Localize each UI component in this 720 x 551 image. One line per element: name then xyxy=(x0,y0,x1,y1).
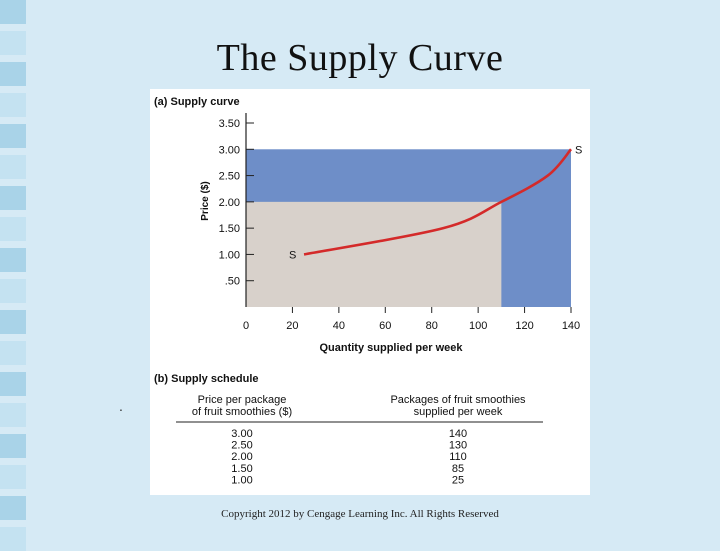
stripe-block xyxy=(0,93,26,117)
stripe-block xyxy=(0,248,26,272)
x-tick-label: 40 xyxy=(333,320,345,332)
schedule-qty-cell: 110 xyxy=(449,451,467,463)
schedule-price-cell: 2.50 xyxy=(231,440,252,452)
x-tick-label: 140 xyxy=(562,320,580,332)
stripe-block xyxy=(0,0,26,24)
schedule-col2-header-line2: supplied per week xyxy=(414,406,503,418)
y-tick-label: 2.00 xyxy=(219,197,240,209)
schedule-qty-cell: 130 xyxy=(449,440,467,452)
schedule-price-cell: 1.50 xyxy=(231,463,252,475)
decorative-stripe xyxy=(0,0,26,540)
schedule-qty-cell: 140 xyxy=(449,428,467,440)
y-tick-label: 3.00 xyxy=(219,144,240,156)
schedule-col1-header-line1: Price per package xyxy=(198,394,287,406)
schedule-price-cell: 1.00 xyxy=(231,474,252,486)
panel-title: (a) Supply curve xyxy=(154,96,240,108)
x-tick-label: 0 xyxy=(243,320,249,332)
plot-area: .50 1.00 1.50 2.00 2.50 3.00 3.50 0 20 40 60 80 100 1… xyxy=(219,113,583,332)
y-tick-label: .50 xyxy=(225,276,240,288)
x-tick-label: 80 xyxy=(426,320,438,332)
y-tick-label: 1.50 xyxy=(219,223,240,235)
y-tick-label: 1.00 xyxy=(219,249,240,261)
y-axis-label: Price ($) xyxy=(200,181,211,220)
stripe-block xyxy=(0,372,26,396)
schedule-qty-cell: 25 xyxy=(452,474,464,486)
stripe-block xyxy=(0,155,26,179)
y-tick-label: 2.50 xyxy=(219,171,240,183)
slide-title: The Supply Curve xyxy=(0,36,720,80)
x-tick-label: 120 xyxy=(515,320,533,332)
stripe-block xyxy=(0,403,26,427)
curve-label-start: S xyxy=(289,249,296,261)
stripe-block xyxy=(0,310,26,334)
schedule-title: (b) Supply schedule xyxy=(154,373,259,385)
x-axis-label: Quantity supplied per week xyxy=(319,342,463,354)
supply-chart: (a) Supply curve .501.001.502.002.503.00… xyxy=(150,89,590,495)
schedule-price-cell: 3.00 xyxy=(231,428,252,440)
stripe-block xyxy=(0,217,26,241)
curve-label-end: S xyxy=(575,144,582,156)
stripe-block xyxy=(0,279,26,303)
stray-mark: . xyxy=(119,398,123,414)
stripe-block xyxy=(0,434,26,458)
schedule-price-cell: 2.00 xyxy=(231,451,252,463)
copyright-notice: Copyright 2012 by Cengage Learning Inc. … xyxy=(0,508,720,520)
plot-background-region xyxy=(246,202,501,307)
stripe-block xyxy=(0,527,26,551)
stripe-block xyxy=(0,465,26,489)
x-tick-label: 20 xyxy=(286,320,298,332)
schedule-qty-cell: 85 xyxy=(452,463,464,475)
schedule-rows: 3.00 140 2.50 130 2.00 110 1.50 85 1.00 25 xyxy=(231,428,467,486)
y-tick-label: 3.50 xyxy=(219,118,240,130)
x-tick-label: 100 xyxy=(469,320,487,332)
stripe-block xyxy=(0,124,26,148)
x-tick-label: 60 xyxy=(379,320,391,332)
schedule-col1-header-line2: of fruit smoothies ($) xyxy=(192,406,292,418)
stripe-block xyxy=(0,186,26,210)
schedule-col2-header-line1: Packages of fruit smoothies xyxy=(390,394,526,406)
stripe-block xyxy=(0,341,26,365)
